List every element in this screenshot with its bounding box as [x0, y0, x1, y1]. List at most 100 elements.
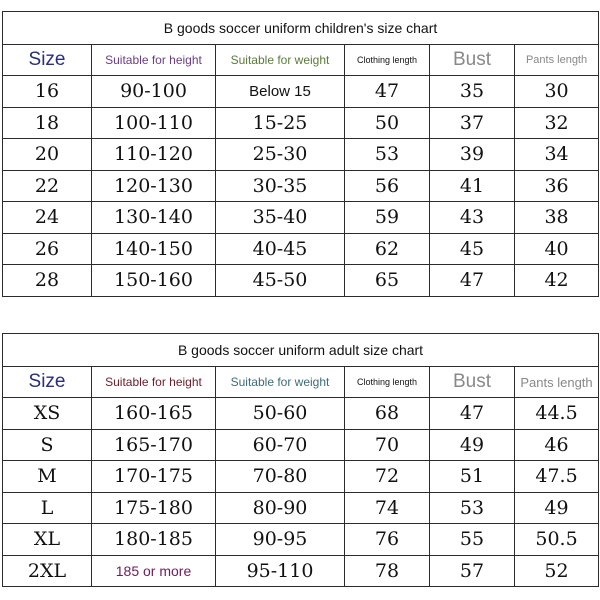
- header-height: Suitable for height: [91, 44, 216, 76]
- cell-clothing-length: 72: [344, 460, 430, 493]
- cell-pants-length: 46: [513, 428, 600, 461]
- cell-clothing-length: 70: [344, 428, 430, 461]
- cell-height: 150-160: [91, 264, 216, 297]
- cell-bust: 53: [429, 491, 515, 524]
- cell-height: 110-120: [91, 138, 216, 171]
- cell-weight: 60-70: [215, 428, 345, 461]
- table-row: 18 100-110 15-25 50 37 32: [2, 106, 600, 139]
- header-weight: Suitable for weight: [215, 44, 345, 76]
- cell-weight: 70-80: [215, 460, 345, 493]
- header-size: Size: [2, 366, 92, 398]
- cell-height: 180-185: [91, 523, 216, 556]
- cell-pants-length: 47.5: [513, 460, 600, 493]
- cell-clothing-length: 78: [344, 554, 430, 587]
- cell-size: XL: [2, 523, 92, 556]
- cell-bust: 49: [429, 428, 515, 461]
- cell-pants-length: 50.5: [513, 523, 600, 556]
- header-weight: Suitable for weight: [215, 366, 345, 398]
- table-row: 22 120-130 30-35 56 41 36: [2, 169, 600, 202]
- cell-height: 170-175: [91, 460, 216, 493]
- table-row: 28 150-160 45-50 65 47 42: [2, 264, 600, 297]
- cell-weight: 95-110: [215, 554, 345, 587]
- cell-bust: 41: [429, 169, 515, 202]
- cell-clothing-length: 74: [344, 491, 430, 524]
- cell-size: L: [2, 491, 92, 524]
- cell-size: 16: [2, 75, 92, 108]
- cell-clothing-length: 53: [344, 138, 430, 171]
- cell-clothing-length: 62: [344, 232, 430, 265]
- cell-size: 24: [2, 201, 92, 234]
- cell-size: 2XL: [2, 554, 92, 587]
- cell-weight: 40-45: [215, 232, 345, 265]
- table-row: L 175-180 80-90 74 53 49: [2, 491, 600, 524]
- cell-height: 100-110: [91, 106, 216, 139]
- children-header-row: Size Suitable for height Suitable for we…: [2, 44, 600, 76]
- cell-weight: 25-30: [215, 138, 345, 171]
- cell-weight: 80-90: [215, 491, 345, 524]
- cell-bust: 55: [429, 523, 515, 556]
- table-row: 24 130-140 35-40 59 43 38: [2, 201, 600, 234]
- cell-height: 90-100: [91, 75, 216, 108]
- cell-pants-length: 34: [513, 138, 600, 171]
- table-row: XS 160-165 50-60 68 47 44.5: [2, 397, 600, 430]
- adult-size-chart: B goods soccer uniform adult size chart …: [1, 333, 600, 587]
- cell-clothing-length: 56: [344, 169, 430, 202]
- header-pants-length: Pants length: [513, 44, 600, 76]
- table-row: M 170-175 70-80 72 51 47.5: [2, 460, 600, 493]
- adult-header-row: Size Suitable for height Suitable for we…: [2, 366, 600, 398]
- cell-pants-length: 32: [513, 106, 600, 139]
- cell-size: 20: [2, 138, 92, 171]
- header-bust: Bust: [429, 44, 515, 76]
- cell-size: XS: [2, 397, 92, 430]
- cell-height: 130-140: [91, 201, 216, 234]
- header-height: Suitable for height: [91, 366, 216, 398]
- cell-pants-length: 42: [513, 264, 600, 297]
- cell-weight: 35-40: [215, 201, 345, 234]
- cell-height: 140-150: [91, 232, 216, 265]
- cell-clothing-length: 59: [344, 201, 430, 234]
- children-size-chart: B goods soccer uniform children's size c…: [1, 11, 600, 297]
- cell-bust: 39: [429, 138, 515, 171]
- cell-pants-length: 38: [513, 201, 600, 234]
- cell-bust: 57: [429, 554, 515, 587]
- cell-weight: 50-60: [215, 397, 345, 430]
- cell-pants-length: 30: [513, 75, 600, 108]
- cell-bust: 43: [429, 201, 515, 234]
- cell-size: S: [2, 428, 92, 461]
- cell-bust: 35: [429, 75, 515, 108]
- table-row: 20 110-120 25-30 53 39 34: [2, 138, 600, 171]
- cell-size: 28: [2, 264, 92, 297]
- cell-bust: 37: [429, 106, 515, 139]
- cell-pants-length: 36: [513, 169, 600, 202]
- cell-pants-length: 40: [513, 232, 600, 265]
- cell-clothing-length: 47: [344, 75, 430, 108]
- cell-size: 26: [2, 232, 92, 265]
- cell-pants-length: 44.5: [513, 397, 600, 430]
- cell-bust: 51: [429, 460, 515, 493]
- table-row: S 165-170 60-70 70 49 46: [2, 428, 600, 461]
- header-pants-length: Pants length: [513, 366, 600, 398]
- cell-clothing-length: 68: [344, 397, 430, 430]
- cell-weight: 45-50: [215, 264, 345, 297]
- table-row: XL 180-185 90-95 76 55 50.5: [2, 523, 600, 556]
- cell-height: 185 or more: [91, 554, 216, 587]
- cell-bust: 45: [429, 232, 515, 265]
- cell-size: 22: [2, 169, 92, 202]
- cell-height: 175-180: [91, 491, 216, 524]
- table-row: 26 140-150 40-45 62 45 40: [2, 232, 600, 265]
- table-row: 2XL 185 or more 95-110 78 57 52: [2, 554, 600, 587]
- cell-bust: 47: [429, 264, 515, 297]
- adult-chart-title: B goods soccer uniform adult size chart: [1, 333, 600, 367]
- cell-bust: 47: [429, 397, 515, 430]
- cell-height: 165-170: [91, 428, 216, 461]
- cell-clothing-length: 65: [344, 264, 430, 297]
- cell-clothing-length: 50: [344, 106, 430, 139]
- cell-weight: 90-95: [215, 523, 345, 556]
- cell-height: 120-130: [91, 169, 216, 202]
- cell-clothing-length: 76: [344, 523, 430, 556]
- children-chart-title: B goods soccer uniform children's size c…: [1, 11, 600, 45]
- cell-size: 18: [2, 106, 92, 139]
- cell-pants-length: 52: [513, 554, 600, 587]
- cell-height: 160-165: [91, 397, 216, 430]
- cell-weight: 15-25: [215, 106, 345, 139]
